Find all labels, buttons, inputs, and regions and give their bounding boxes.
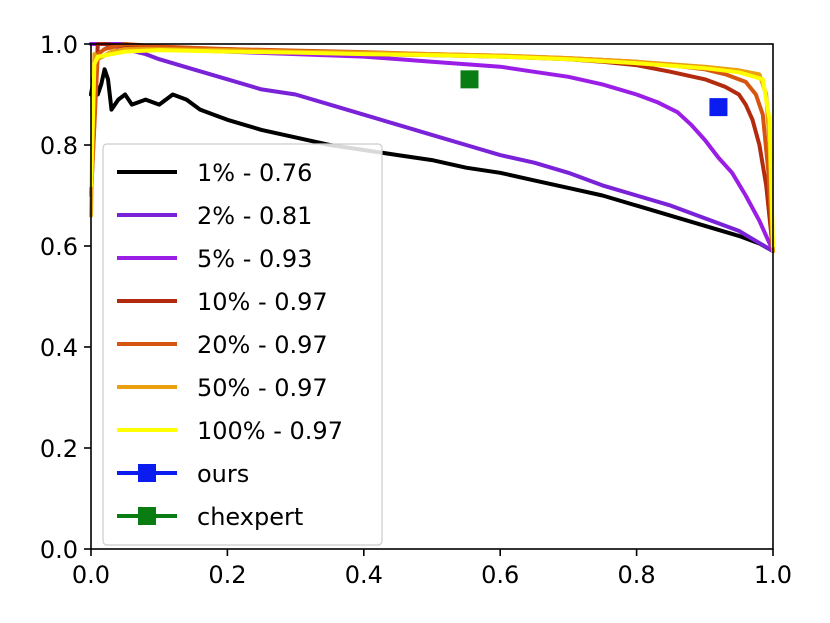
- x-tick-label-0: 0.0: [72, 561, 110, 589]
- point-marker-ours: [709, 98, 728, 117]
- x-tick-label-5: 1.0: [754, 561, 792, 589]
- legend: 1% - 0.76 2% - 0.81 5% - 0.93 10% - 0.97 20%…: [102, 143, 383, 546]
- series-line-1: [89, 42, 775, 254]
- legend-label-0: 1% - 0.76: [197, 159, 312, 187]
- x-tick-label-4: 0.8: [618, 561, 656, 589]
- legend-box: [102, 143, 383, 546]
- legend-label-2: 5% - 0.93: [197, 245, 312, 273]
- legend-marker-8: [138, 507, 156, 525]
- y-tick-label-3: 0.6: [40, 233, 78, 261]
- legend-label-1: 2% - 0.81: [197, 202, 312, 230]
- x-tick-label-1: 0.2: [208, 561, 246, 589]
- legend-label-4: 20% - 0.97: [197, 331, 328, 359]
- y-tick-label-4: 0.8: [40, 132, 78, 160]
- legend-label-5: 50% - 0.97: [197, 374, 328, 402]
- x-tick-label-3: 0.6: [481, 561, 519, 589]
- legend-marker-7: [138, 464, 156, 482]
- legend-label-8: chexpert: [197, 503, 303, 531]
- y-tick-label-5: 1.0: [40, 31, 78, 59]
- points-layer: [460, 70, 728, 117]
- point-marker-chexpert: [460, 70, 479, 89]
- y-tick-label-1: 0.2: [40, 435, 78, 463]
- y-tick-label-0: 0.0: [40, 536, 78, 564]
- series-line-6: [89, 48, 775, 248]
- x-tick-label-2: 0.4: [345, 561, 383, 589]
- legend-label-6: 100% - 0.97: [197, 417, 343, 445]
- plot-frame: [90, 43, 774, 550]
- ticks-layer: 0.0 0.2 0.4 0.6 0.8 1.0 0.0 0.2 0.4 0.6 0.8 1.0: [40, 31, 792, 589]
- y-tick-label-2: 0.4: [40, 334, 78, 362]
- legend-label-7: ours: [197, 460, 249, 488]
- legend-label-3: 10% - 0.97: [197, 288, 328, 316]
- series-line-0: [89, 67, 775, 254]
